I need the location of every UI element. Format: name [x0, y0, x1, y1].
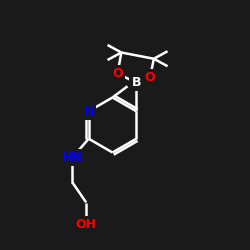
Text: O: O — [112, 67, 123, 80]
Text: B: B — [132, 76, 141, 89]
Text: O: O — [145, 71, 156, 84]
Text: HN: HN — [62, 151, 83, 164]
Text: OH: OH — [76, 218, 97, 232]
Text: N: N — [84, 105, 94, 118]
